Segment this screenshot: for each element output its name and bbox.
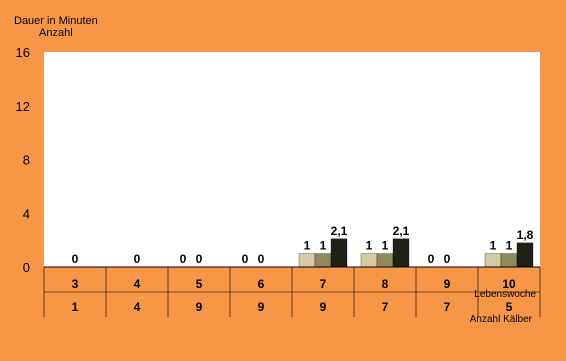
data-label: 2,1 [331, 224, 348, 238]
data-label: 1 [320, 239, 327, 253]
data-label: 1 [382, 239, 389, 253]
row2-label: Anzahl Kälber [470, 314, 533, 325]
x-tick-label: 8 [382, 277, 389, 291]
calf-count-label: 9 [196, 300, 203, 314]
bar [360, 253, 378, 268]
plot-area [44, 52, 540, 267]
y-axis-ticks: 0 4 8 12 16 [16, 45, 30, 275]
category-table: 3 1 4 4 5 9 6 9 7 9 8 7 9 7 10 5 [43, 267, 541, 317]
bar [484, 253, 502, 268]
calf-count-label: 7 [382, 300, 389, 314]
data-label: 0 [428, 252, 435, 266]
calf-count-label: 9 [258, 300, 265, 314]
calf-count-label: 4 [134, 300, 141, 314]
bar [516, 242, 534, 268]
data-label: 1 [490, 239, 497, 253]
data-label: 0 [242, 252, 249, 266]
x-tick-label: 3 [72, 277, 79, 291]
y-axis-title-line1: Dauer in Minuten [14, 15, 98, 27]
data-label: 0 [134, 252, 141, 266]
x-tick-label: 9 [444, 277, 451, 291]
data-label: 1 [506, 239, 513, 253]
data-label: 0 [180, 252, 187, 266]
y-tick-label: 16 [16, 45, 30, 60]
y-axis-title-line2: Anzahl [39, 27, 73, 39]
calf-count-label: 7 [444, 300, 451, 314]
data-label: 1,8 [517, 228, 534, 242]
calf-count-label: 1 [72, 300, 79, 314]
x-tick-label: 4 [134, 277, 141, 291]
y-tick-label: 8 [23, 153, 30, 168]
row1-label: Lebenswoche [474, 289, 536, 300]
x-tick-label: 7 [320, 277, 327, 291]
bar [376, 253, 394, 268]
data-label: 0 [258, 252, 265, 266]
y-tick-label: 12 [16, 99, 30, 114]
bar [500, 253, 518, 268]
bar [314, 253, 332, 268]
calf-count-label: 5 [506, 300, 513, 314]
x-tick-label: 5 [196, 277, 203, 291]
data-label: 0 [72, 252, 79, 266]
x-tick-label: 10 [502, 277, 516, 291]
bar [298, 253, 316, 268]
x-tick-label: 6 [258, 277, 265, 291]
data-label: 1 [366, 239, 373, 253]
y-tick-label: 4 [23, 206, 30, 221]
bar [330, 238, 348, 268]
data-label: 0 [444, 252, 451, 266]
calf-count-label: 9 [320, 300, 327, 314]
data-label: 0 [196, 252, 203, 266]
data-label: 2,1 [393, 224, 410, 238]
bar [392, 238, 410, 268]
y-tick-label: 0 [23, 260, 30, 275]
data-label: 1 [304, 239, 311, 253]
